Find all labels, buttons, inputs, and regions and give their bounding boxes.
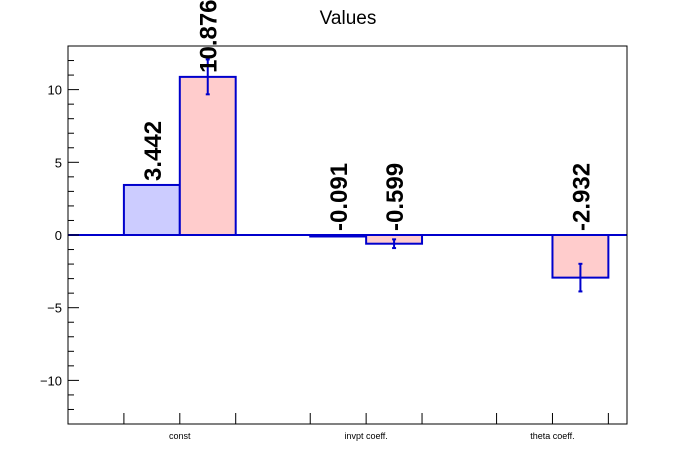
bar-const-series-1 xyxy=(122,183,181,237)
value-labels-layer: 3.442 -0.091 10.876 -0.599 -2.932 xyxy=(140,0,596,231)
y-tick-label: 0 xyxy=(55,228,62,243)
y-tick-label: −10 xyxy=(40,373,62,388)
x-category-label: const xyxy=(169,431,191,441)
chart-title: Values xyxy=(320,8,377,29)
y-tick-label: −5 xyxy=(47,301,62,316)
x-category-label: theta coeff. xyxy=(530,431,574,441)
bar-const-series-2 xyxy=(178,75,237,236)
value-label: 10.876 xyxy=(196,0,223,73)
value-label: 3.442 xyxy=(140,121,167,181)
y-tick-label: 10 xyxy=(48,83,62,98)
value-label: -0.091 xyxy=(326,163,353,231)
bars-layer xyxy=(122,58,610,293)
value-label: -0.599 xyxy=(382,163,409,231)
axes-layer: −10 −5 0 5 10 const invpt coeff. theta coeff. xyxy=(40,45,628,441)
y-tick-label: 5 xyxy=(55,155,62,170)
x-category-label: invpt coeff. xyxy=(344,431,387,441)
value-label: -2.932 xyxy=(568,163,595,231)
